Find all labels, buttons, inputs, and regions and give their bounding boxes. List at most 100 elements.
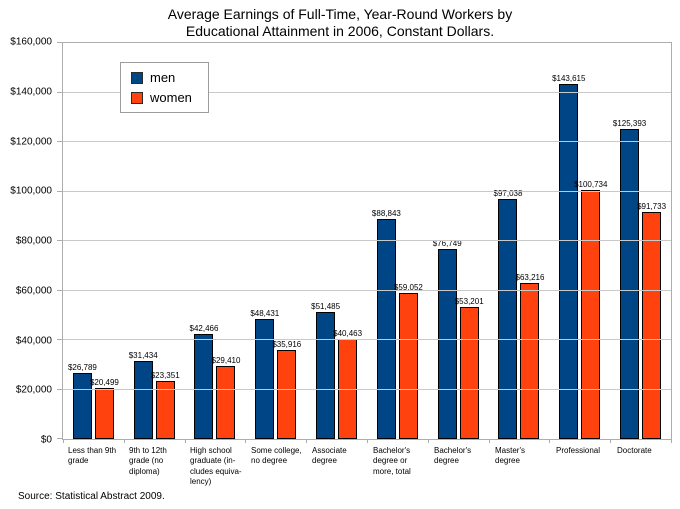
x-axis-category-label: Some college, no degree xyxy=(251,446,302,466)
x-axis-category-label: High school graduate (in- cludes equiva-… xyxy=(190,446,242,487)
y-axis-tick-label: $100,000 xyxy=(10,185,52,197)
legend-item-women: women xyxy=(131,90,192,105)
x-axis-tick xyxy=(549,439,551,443)
legend-swatch-men xyxy=(131,71,143,84)
bar-men xyxy=(620,128,640,439)
bar-column-men: $88,843 xyxy=(372,43,401,439)
bar-women xyxy=(398,292,418,439)
bar-group: $31,434 $23,351 xyxy=(124,43,185,439)
data-label: $20,499 xyxy=(89,378,119,388)
bar-column-women: $20,499 xyxy=(90,43,119,439)
bar-men xyxy=(559,83,579,439)
data-label: $23,351 xyxy=(150,371,180,381)
chart-title: Average Earnings of Full-Time, Year-Roun… xyxy=(167,6,513,39)
bar-group: $125,393 $91,733 xyxy=(610,43,671,439)
bar-group: $26,789 $20,499 xyxy=(63,43,124,439)
bar-women xyxy=(459,307,479,439)
bar-column-women: $53,201 xyxy=(455,43,484,439)
bar-column-women: $63,216 xyxy=(516,43,544,439)
x-axis-category-label: Master's degree xyxy=(495,446,525,466)
y-axis-tick-label: $120,000 xyxy=(10,136,52,147)
data-label: $97,038 xyxy=(493,188,523,198)
data-label: $88,843 xyxy=(371,209,401,219)
gridline xyxy=(63,190,671,192)
gridline xyxy=(63,339,671,340)
plot-area: $26,789 $20,499 $31,434 $23,351 $42,466 $29,4… xyxy=(57,42,672,443)
bar-column-men: $125,393 xyxy=(613,43,646,439)
bar-column-women: $29,410 xyxy=(212,43,240,439)
gridline xyxy=(63,240,671,241)
y-axis-tick-label: $40,000 xyxy=(15,335,52,346)
bar-group: $48,431 $35,916 xyxy=(245,43,306,439)
data-label: $29,410 xyxy=(211,356,241,366)
x-axis-tick xyxy=(184,439,186,443)
data-label: $31,434 xyxy=(128,351,158,361)
x-axis-tick xyxy=(488,439,490,443)
bar-group: $51,485 $40,463 xyxy=(306,43,367,439)
bar-column-women: $91,733 xyxy=(637,43,666,439)
data-label: $63,216 xyxy=(515,272,545,282)
x-axis-tick xyxy=(610,439,612,443)
bar-group: $97,038 $63,216 xyxy=(489,43,550,439)
y-axis-tick-label: $0 xyxy=(40,434,52,446)
x-axis: Less than 9th grade 9th to 12th grade (no… xyxy=(62,446,672,488)
bar-column-men: $76,749 xyxy=(433,43,462,439)
y-axis-tick-label: $20,000 xyxy=(15,384,52,396)
data-label: $125,393 xyxy=(612,118,647,128)
bar-men xyxy=(194,333,214,439)
data-label: $35,916 xyxy=(272,340,302,350)
bar-women xyxy=(581,189,601,439)
legend-swatch-women xyxy=(131,91,143,104)
data-label: $42,466 xyxy=(189,323,219,333)
y-axis-tick-label: $80,000 xyxy=(15,235,52,247)
y-axis-tick-label: $140,000 xyxy=(10,86,52,98)
bar-column-men: $143,615 xyxy=(552,43,585,439)
bar-column-women: $23,351 xyxy=(151,43,180,439)
gridline xyxy=(63,289,671,291)
y-axis-tick xyxy=(57,289,62,291)
y-axis-tick xyxy=(57,438,62,439)
data-label: $59,052 xyxy=(393,282,423,292)
legend-item-men: men xyxy=(131,70,192,85)
bar-column-women: $35,916 xyxy=(272,43,301,439)
y-axis-tick xyxy=(57,190,62,192)
y-axis-tick xyxy=(57,339,62,340)
data-label: $91,733 xyxy=(637,201,667,211)
y-axis-tick xyxy=(57,388,62,390)
y-axis-tick xyxy=(57,91,62,93)
bar-women xyxy=(520,282,540,439)
bar-men xyxy=(376,219,396,439)
y-axis-tick-label: $160,000 xyxy=(10,36,52,48)
bar-group: $76,749 $53,201 xyxy=(428,43,489,439)
data-label: $100,734 xyxy=(574,179,608,189)
x-axis-category-label: Professional xyxy=(556,446,601,455)
x-axis-tick xyxy=(123,439,125,443)
bar-column-women: $59,052 xyxy=(394,43,423,439)
x-axis-category-label: Bachelor's degree or more, total xyxy=(373,446,411,476)
x-axis-category-label: Less than 9th grade xyxy=(68,446,117,466)
x-axis-tick xyxy=(306,439,308,443)
data-label: $143,615 xyxy=(552,73,586,83)
x-axis-tick xyxy=(63,439,64,443)
bar-men xyxy=(255,319,275,439)
source-note: Source: Statistical Abstract 2009. xyxy=(18,491,165,502)
bar-column-men: $42,466 xyxy=(190,43,218,439)
bar-women xyxy=(277,350,297,439)
bar-column-men: $31,434 xyxy=(129,43,158,439)
y-axis-tick-label: $60,000 xyxy=(15,285,52,297)
data-label: $48,431 xyxy=(250,309,280,319)
bar-group: $88,843 $59,052 xyxy=(367,43,428,439)
x-axis-category-label: Doctorate xyxy=(617,446,652,455)
legend-label: women xyxy=(150,90,192,105)
x-axis-tick xyxy=(427,439,429,443)
y-axis-tick xyxy=(57,42,62,43)
bar-men xyxy=(133,361,153,439)
x-axis-category-label: 9th to 12th grade (no diploma) xyxy=(129,446,167,476)
y-axis-tick xyxy=(57,141,62,142)
data-label: $26,789 xyxy=(67,362,97,372)
bar-column-men: $97,038 xyxy=(494,43,522,439)
data-label: $40,463 xyxy=(333,328,363,338)
bar-women xyxy=(94,388,114,439)
bar-women xyxy=(155,381,175,439)
bar-men xyxy=(498,198,518,439)
